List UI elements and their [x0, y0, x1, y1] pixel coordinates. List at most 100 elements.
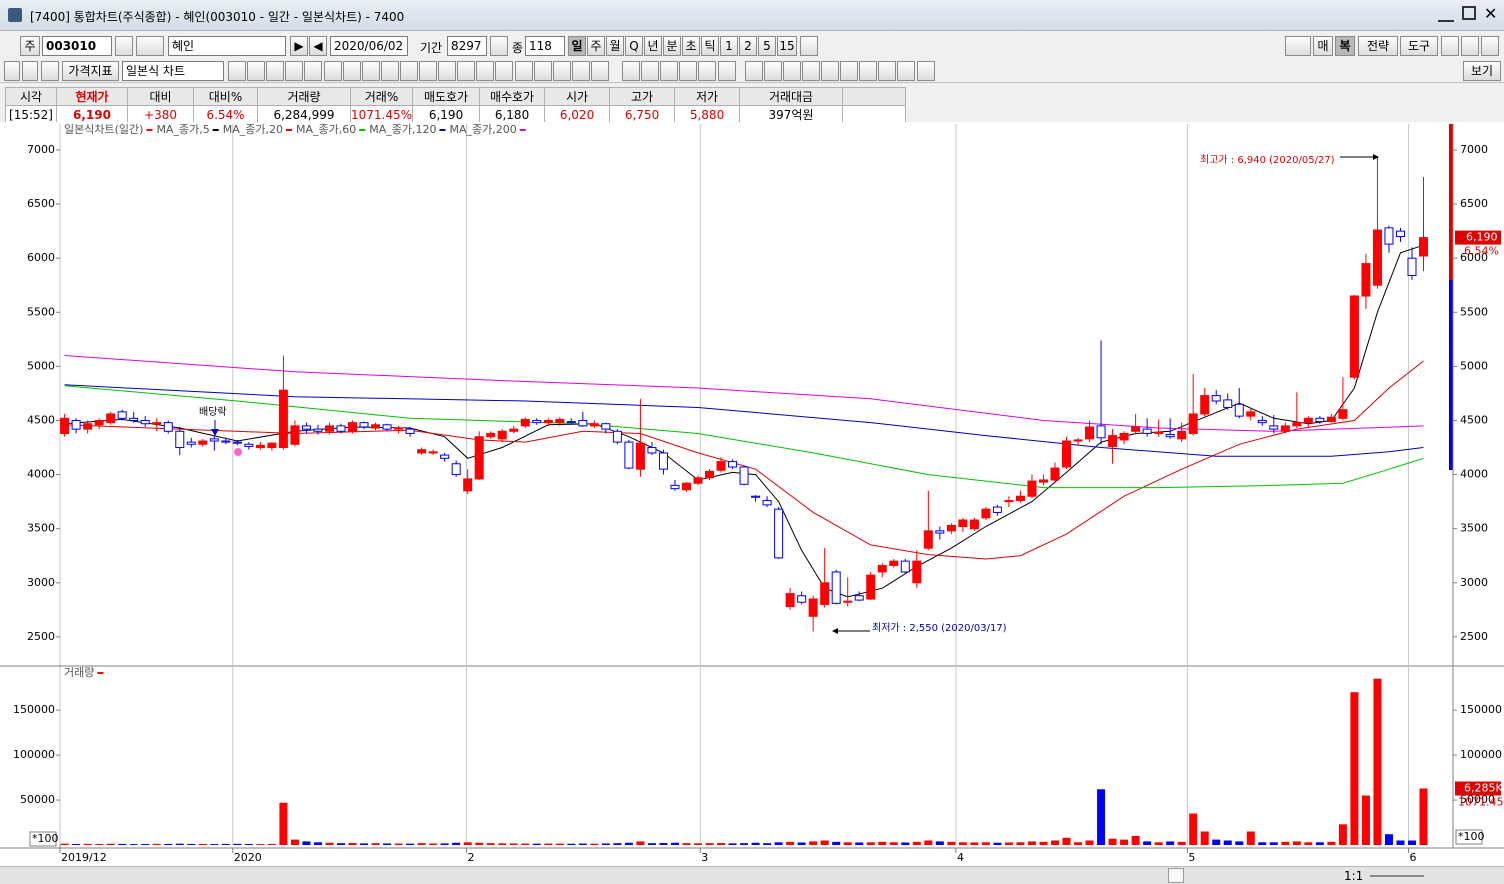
candle-body	[405, 428, 415, 434]
drawing-tool[interactable]	[878, 61, 896, 81]
date-input[interactable]: 2020/06/02	[330, 36, 408, 56]
candle-body	[140, 419, 150, 425]
drawing-tool[interactable]	[534, 61, 552, 81]
interval-button[interactable]: 틱	[701, 36, 719, 56]
drawing-tool[interactable]	[718, 61, 736, 81]
status-bar: 1:1	[0, 866, 1504, 884]
next-button[interactable]: ▶	[290, 36, 308, 56]
candle-body	[1361, 263, 1371, 297]
arrow-button[interactable]	[22, 61, 38, 81]
drawing-tool[interactable]	[304, 61, 322, 81]
volume-bar	[417, 843, 426, 845]
drawing-tool[interactable]	[324, 61, 342, 81]
drawing-tool[interactable]	[247, 61, 265, 81]
drawing-tool[interactable]	[457, 61, 475, 81]
tool-button[interactable]: 전략	[1358, 36, 1398, 56]
interval-button[interactable]: Q	[625, 36, 643, 56]
legend-swatch	[212, 129, 219, 131]
drawing-tool[interactable]	[660, 61, 678, 81]
maximize-button[interactable]	[1462, 6, 1476, 20]
candle-body	[428, 451, 438, 454]
drawing-tool[interactable]	[553, 61, 571, 81]
interval-button[interactable]: 월	[606, 36, 624, 56]
interval-button[interactable]: 15	[777, 36, 797, 56]
scroll-right[interactable]	[1168, 868, 1184, 883]
tool-button[interactable]: 도구	[1400, 36, 1438, 56]
volume-bar	[647, 843, 656, 845]
drawing-tool[interactable]	[679, 61, 697, 81]
drawing-tool[interactable]	[285, 61, 303, 81]
drawing-tool[interactable]	[917, 61, 935, 81]
candle-body	[267, 442, 277, 449]
view-button[interactable]: 보기	[1463, 61, 1501, 81]
info-header: 대비%	[193, 87, 258, 106]
candle-body	[474, 436, 484, 480]
drawing-tool[interactable]	[821, 61, 839, 81]
drawing-tool[interactable]	[622, 61, 640, 81]
sort-button[interactable]	[136, 36, 164, 56]
count-input[interactable]: 118	[525, 36, 565, 56]
drawing-tool[interactable]	[897, 61, 915, 81]
search-button[interactable]	[115, 36, 133, 56]
drawing-tool[interactable]	[362, 61, 380, 81]
zoom-slider[interactable]	[1370, 875, 1424, 877]
name-input[interactable]: 혜인	[168, 36, 286, 56]
icon-button[interactable]	[1481, 36, 1499, 56]
drawing-tool[interactable]	[438, 61, 456, 81]
drawing-tool[interactable]	[698, 61, 716, 81]
interval-button[interactable]: 2	[739, 36, 757, 56]
candle-body	[1419, 237, 1429, 257]
ratio-label: 1:1	[1344, 869, 1364, 883]
x-tick-label: 2020	[234, 851, 262, 864]
interval-button[interactable]: 분	[663, 36, 681, 56]
drawing-tool[interactable]	[641, 61, 659, 81]
drawing-tool[interactable]	[495, 61, 513, 81]
minimize-button[interactable]	[1438, 6, 1454, 22]
drawing-tool[interactable]	[381, 61, 399, 81]
interval-button[interactable]: 5	[758, 36, 776, 56]
drawing-tool[interactable]	[802, 61, 820, 81]
info-header: 저가	[674, 87, 741, 106]
arrow-button[interactable]	[4, 61, 20, 81]
unit-label: *100	[32, 832, 59, 845]
market-button[interactable]: 주	[20, 36, 40, 56]
drawing-tool[interactable]	[400, 61, 418, 81]
period-spin[interactable]	[490, 36, 508, 56]
drawing-tool[interactable]	[572, 61, 590, 81]
drawing-tool[interactable]	[419, 61, 437, 81]
indicator-button[interactable]: 가격지표	[62, 61, 119, 81]
interval-more[interactable]	[800, 36, 818, 56]
drawing-tool[interactable]	[783, 61, 801, 81]
drawing-tool[interactable]	[745, 61, 763, 81]
interval-button[interactable]: 1	[720, 36, 738, 56]
prev-button[interactable]: ◀	[309, 36, 327, 56]
code-input[interactable]: 003010	[42, 36, 112, 56]
tool-button[interactable]: 복	[1335, 36, 1355, 56]
icon-button[interactable]	[1441, 36, 1459, 56]
candle-body	[716, 461, 726, 471]
y-tick-label: 4000	[27, 468, 55, 481]
close-button[interactable]: ✕	[1484, 4, 1498, 23]
interval-button[interactable]: 주	[587, 36, 605, 56]
drawing-tool[interactable]	[859, 61, 877, 81]
drawing-tool[interactable]	[228, 61, 246, 81]
cloud-button[interactable]	[1285, 36, 1311, 56]
drawing-tool[interactable]	[764, 61, 782, 81]
drawing-tool[interactable]	[840, 61, 858, 81]
drawing-tool[interactable]	[515, 61, 533, 81]
period-input[interactable]: 8297	[447, 36, 487, 56]
last-price-box	[1455, 230, 1501, 245]
volume-bar	[1304, 842, 1313, 845]
drawing-tool[interactable]	[476, 61, 494, 81]
chart-style-select[interactable]: 일본식 차트	[122, 61, 224, 81]
icon-button[interactable]	[1461, 36, 1479, 56]
interval-button[interactable]: 일	[568, 36, 586, 56]
volume-bar	[843, 842, 852, 845]
tool-button[interactable]: 매	[1313, 36, 1333, 56]
edit-button[interactable]	[41, 61, 59, 81]
drawing-tool[interactable]	[591, 61, 609, 81]
interval-button[interactable]: 년	[644, 36, 662, 56]
drawing-tool[interactable]	[343, 61, 361, 81]
interval-button[interactable]: 초	[682, 36, 700, 56]
drawing-tool[interactable]	[266, 61, 284, 81]
